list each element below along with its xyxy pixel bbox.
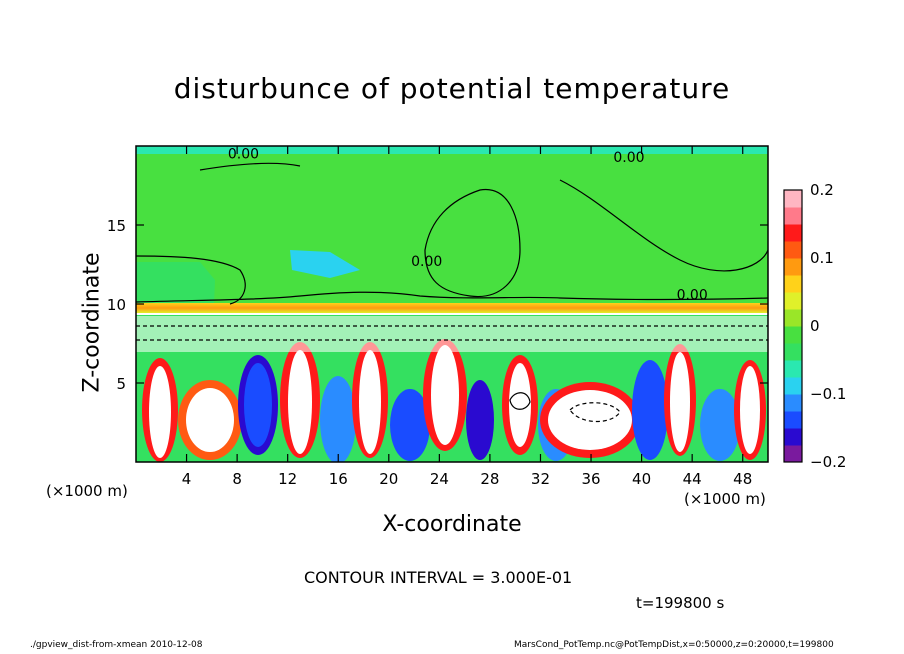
- colorbar-swatch: [784, 394, 802, 412]
- upper-layer: [136, 146, 768, 316]
- y-tick-label: 15: [107, 217, 126, 235]
- contour-labels: 0.00 0.00 0.00 0.00: [228, 147, 708, 304]
- y-axis-ticks: 5 10 15: [107, 217, 768, 393]
- colorbar-swatch: [784, 360, 802, 378]
- contour-label: 0.00: [677, 287, 708, 303]
- colorbar: [784, 190, 802, 463]
- x-tick-label: 8: [232, 470, 242, 488]
- colorbar-swatch: [784, 309, 802, 327]
- colorbar-swatch: [784, 326, 802, 344]
- chart-title: disturbunce of potential temperature: [173, 72, 731, 105]
- x-tick-label: 16: [329, 470, 348, 488]
- contour-label: 0.00: [411, 254, 442, 270]
- y-tick-label: 10: [107, 296, 126, 314]
- time-stamp: t=199800 s: [636, 594, 725, 612]
- x-tick-label: 24: [430, 470, 449, 488]
- colorbar-swatch: [784, 377, 802, 395]
- mid-cyan-patch: [290, 250, 360, 278]
- x-tick-label: 28: [480, 470, 499, 488]
- colorbar-tick-label: 0: [810, 317, 820, 335]
- colorbar-swatch: [784, 224, 802, 242]
- x-tick-label: 20: [379, 470, 398, 488]
- colorbar-tick-label: 0.1: [810, 249, 834, 267]
- x-axis-label: X-coordinate: [382, 512, 522, 537]
- colorbar-swatch: [784, 411, 802, 429]
- x-axis-ticks: 4 8 12 16 20 24 28 32 36 40 44 48: [182, 146, 752, 488]
- y-tick-label: 5: [116, 375, 126, 393]
- top-strip: [136, 146, 768, 154]
- turbulent-cells: [142, 339, 766, 462]
- colorbar-swatch: [784, 207, 802, 225]
- mixed-layer: [136, 316, 768, 352]
- colorbar-swatch: [784, 190, 802, 208]
- contour-label: 0.00: [228, 147, 259, 163]
- x-tick-label: 44: [683, 470, 702, 488]
- colorbar-tick-label: −0.1: [810, 385, 846, 403]
- contour-lines: [136, 162, 768, 423]
- colorbar-tick-label: −0.2: [810, 453, 846, 471]
- colorbar-swatch: [784, 258, 802, 276]
- colorbar-tick-label: 0.2: [810, 181, 834, 199]
- x-tick-label: 36: [581, 470, 600, 488]
- colorbar-swatch: [784, 241, 802, 259]
- heatmap-field: [136, 146, 768, 462]
- contour-label: 0.00: [613, 150, 644, 166]
- colorbar-swatch: [784, 428, 802, 446]
- colorbar-frame: [783, 189, 803, 463]
- contour-interval: CONTOUR INTERVAL = 3.000E-01: [304, 568, 573, 587]
- x-tick-label: 48: [733, 470, 752, 488]
- colorbar-swatch: [784, 445, 802, 463]
- inversion-line: [136, 313, 768, 315]
- x-tick-label: 12: [278, 470, 297, 488]
- x-tick-label: 40: [632, 470, 651, 488]
- footer-left: ./gpview_dist-from-xmean 2010-12-08: [30, 640, 203, 650]
- x-tick-label: 32: [531, 470, 550, 488]
- colorbar-swatch: [784, 292, 802, 310]
- colorbar-ticks: 0.2 0.1 0 −0.1 −0.2: [810, 181, 846, 471]
- x-axis-unit: (×1000 m): [684, 490, 766, 508]
- x-tick-label: 4: [182, 470, 192, 488]
- upper-cyan-patch: [136, 262, 215, 304]
- y-axis-unit: (×1000 m): [46, 482, 128, 500]
- colorbar-swatch: [784, 343, 802, 361]
- inversion-band: [136, 303, 768, 313]
- colorbar-swatch: [784, 275, 802, 293]
- footer-right: MarsCond_PotTemp.nc@PotTempDist,x=0:5000…: [514, 640, 834, 650]
